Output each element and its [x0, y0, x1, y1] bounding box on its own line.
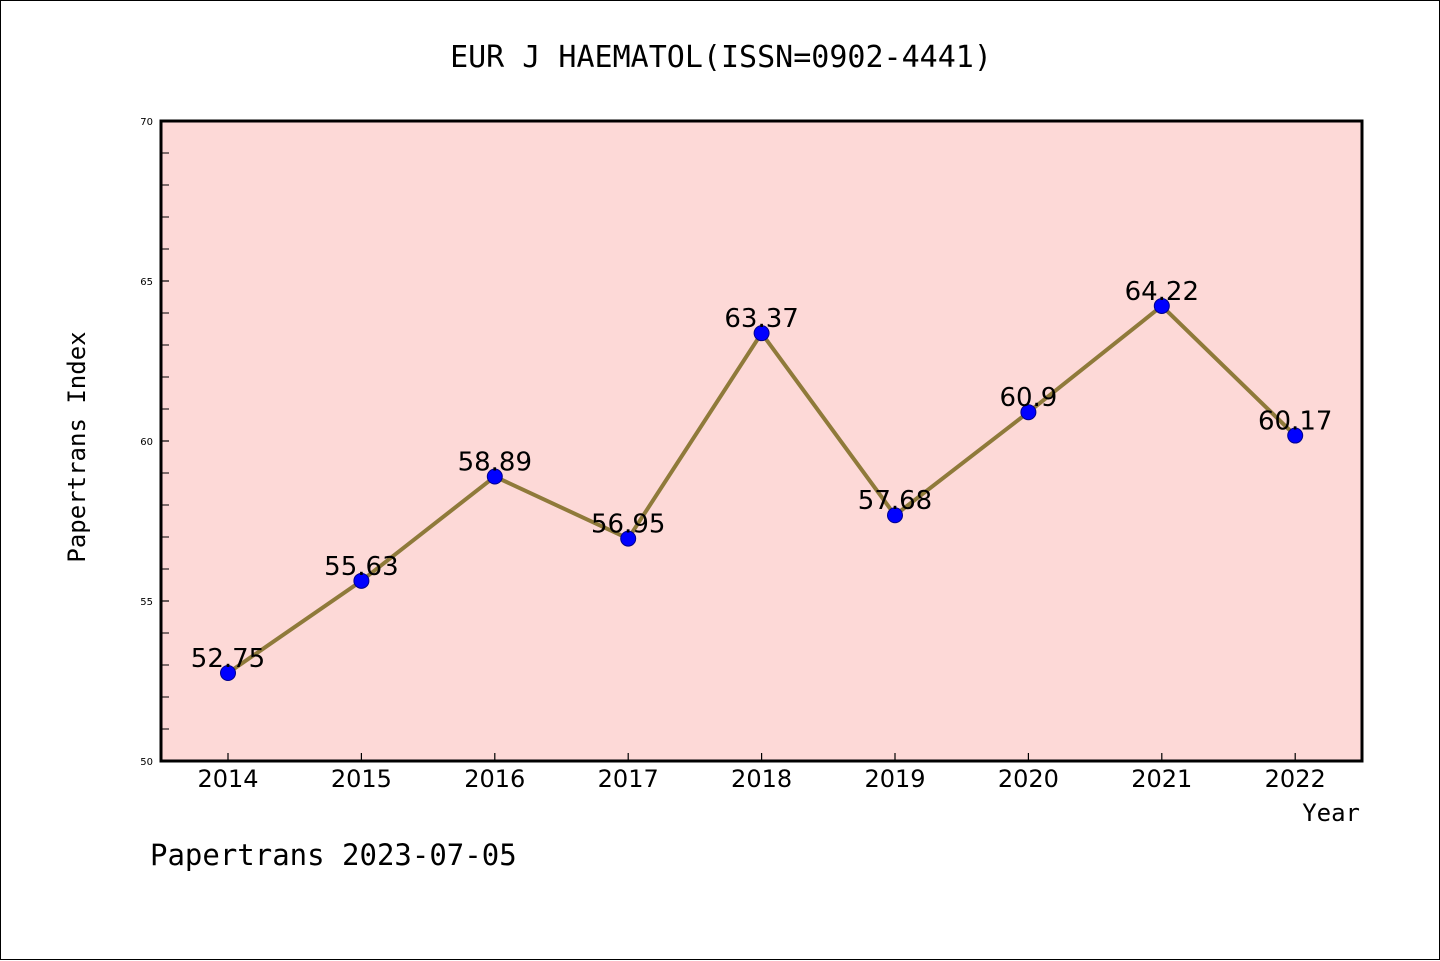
data-point	[753, 325, 770, 342]
x-tick-label: 2018	[731, 765, 792, 793]
data-point	[1287, 427, 1304, 444]
plot-area	[159, 119, 1364, 763]
data-label: 52.75	[191, 644, 265, 674]
data-label: 60.9	[999, 383, 1057, 413]
data-label: 60.17	[1258, 407, 1332, 437]
data-point	[620, 530, 637, 547]
x-tick-label: 2016	[464, 765, 525, 793]
data-point	[353, 572, 370, 589]
data-point	[1020, 404, 1037, 421]
y-tick-label: 55	[140, 597, 153, 608]
x-tick-label: 2015	[331, 765, 392, 793]
data-point	[486, 468, 503, 485]
y-axis: 50 55 60 65 70	[140, 117, 169, 768]
chart-title: EUR J HAEMATOL(ISSN=0902-4441)	[450, 40, 992, 75]
data-label: 56.95	[591, 510, 665, 540]
x-tick-label: 2017	[598, 765, 659, 793]
footer-credit: Papertrans 2023-07-05	[150, 838, 517, 872]
data-label: 55.63	[324, 552, 398, 582]
data-label: 63.37	[724, 304, 798, 334]
data-point	[887, 507, 903, 524]
y-tick-label: 70	[140, 117, 153, 128]
x-axis: 2014 2015 2016 2017 2018 2019 2020 2021 2022	[197, 753, 1326, 793]
x-tick-label: 2022	[1265, 765, 1326, 793]
x-axis-label: Year	[1302, 799, 1360, 827]
data-label: 57.68	[858, 486, 932, 516]
x-tick-label: 2019	[864, 765, 925, 793]
y-axis-label: Papertrans Index	[63, 331, 91, 562]
y-tick-label: 60	[140, 437, 153, 448]
x-tick-label: 2020	[998, 765, 1059, 793]
x-tick-label: 2014	[197, 765, 258, 793]
data-series	[220, 297, 1304, 681]
data-label: 64.22	[1125, 277, 1199, 307]
data-point	[220, 665, 236, 681]
data-label: 58.89	[458, 448, 532, 478]
data-labels: 52.75 55.63 58.89 56.95 63.37 57.68 60.9 64.22 6…	[191, 277, 1333, 674]
y-tick-label: 65	[140, 277, 153, 288]
x-tick-label: 2021	[1131, 765, 1192, 793]
y-tick-label: 50	[140, 757, 153, 768]
data-point	[1153, 297, 1170, 314]
